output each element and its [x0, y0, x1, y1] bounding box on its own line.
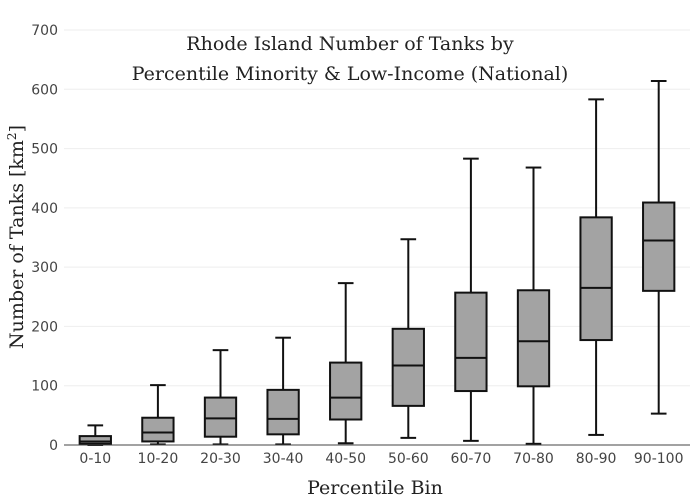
y-axis-title-main: Number of Tanks [km: [6, 140, 28, 349]
x-tick-label: 70-80: [513, 451, 554, 467]
box-20-30: [203, 349, 238, 446]
x-tick-label: 10-20: [138, 451, 179, 467]
y-tick-label: 300: [31, 260, 58, 276]
box-0-10: [78, 424, 112, 446]
box-iqr: [266, 388, 300, 436]
box-70-80: [516, 166, 551, 445]
x-tick-label: 90-100: [634, 451, 684, 467]
box-iqr: [391, 327, 425, 407]
y-axis-title: Number of Tanks [km2]: [5, 125, 28, 349]
box-series: [78, 79, 676, 446]
box-iqr: [454, 291, 488, 393]
box-iqr: [579, 216, 613, 342]
grid-lines: [64, 29, 690, 387]
box-60-70: [454, 157, 488, 442]
y-tick-label: 500: [31, 142, 58, 158]
x-tick-label: 40-50: [325, 451, 366, 467]
box-iqr: [203, 396, 238, 438]
chart-title-line-1: Rhode Island Number of Tanks by: [186, 33, 514, 55]
y-tick-labels: 0 100 200 300 400 500 600 700: [31, 23, 58, 454]
box-10-20: [141, 384, 175, 446]
y-tick-label: 100: [31, 379, 58, 395]
box-50-60: [391, 238, 425, 439]
box-40-50: [329, 282, 363, 445]
box-iqr: [516, 289, 551, 388]
y-axis-title-superscript: 2: [5, 132, 19, 140]
y-tick-label: 0: [49, 438, 58, 454]
chart-title-line-2: Percentile Minority & Low-Income (Nation…: [132, 63, 569, 85]
box-iqr: [642, 201, 676, 292]
y-axis-title-close: ]: [6, 125, 28, 132]
x-tick-label: 60-70: [451, 451, 492, 467]
y-tick-label: 400: [31, 201, 58, 217]
y-tick-label: 700: [31, 23, 58, 39]
x-tick-label: 0-10: [79, 451, 111, 467]
x-tick-label: 30-40: [263, 451, 304, 467]
y-tick-label: 600: [31, 82, 58, 98]
x-axis-title: Percentile Bin: [307, 477, 443, 499]
box-iqr: [141, 416, 175, 443]
x-tick-label: 50-60: [388, 451, 429, 467]
x-tick-labels: 0-10 10-20 20-30 30-40 40-50 50-60 60-70 70-80 8…: [79, 451, 683, 467]
box-90-100: [642, 79, 676, 415]
box-iqr: [78, 435, 112, 445]
box-iqr: [329, 361, 363, 421]
box-80-90: [579, 98, 613, 436]
x-tick-label: 80-90: [576, 451, 617, 467]
y-tick-label: 200: [31, 319, 58, 335]
x-tick-label: 20-30: [200, 451, 241, 467]
box-30-40: [266, 336, 300, 446]
